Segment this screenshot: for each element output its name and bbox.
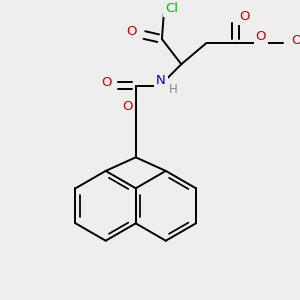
Text: O: O: [127, 25, 137, 38]
Text: O: O: [101, 76, 112, 89]
Text: O: O: [239, 10, 250, 23]
Text: Cl: Cl: [165, 2, 178, 16]
Text: N: N: [156, 74, 166, 87]
Text: O: O: [291, 34, 300, 46]
Text: O: O: [256, 30, 266, 43]
Text: H: H: [169, 83, 178, 96]
Text: O: O: [122, 100, 132, 113]
